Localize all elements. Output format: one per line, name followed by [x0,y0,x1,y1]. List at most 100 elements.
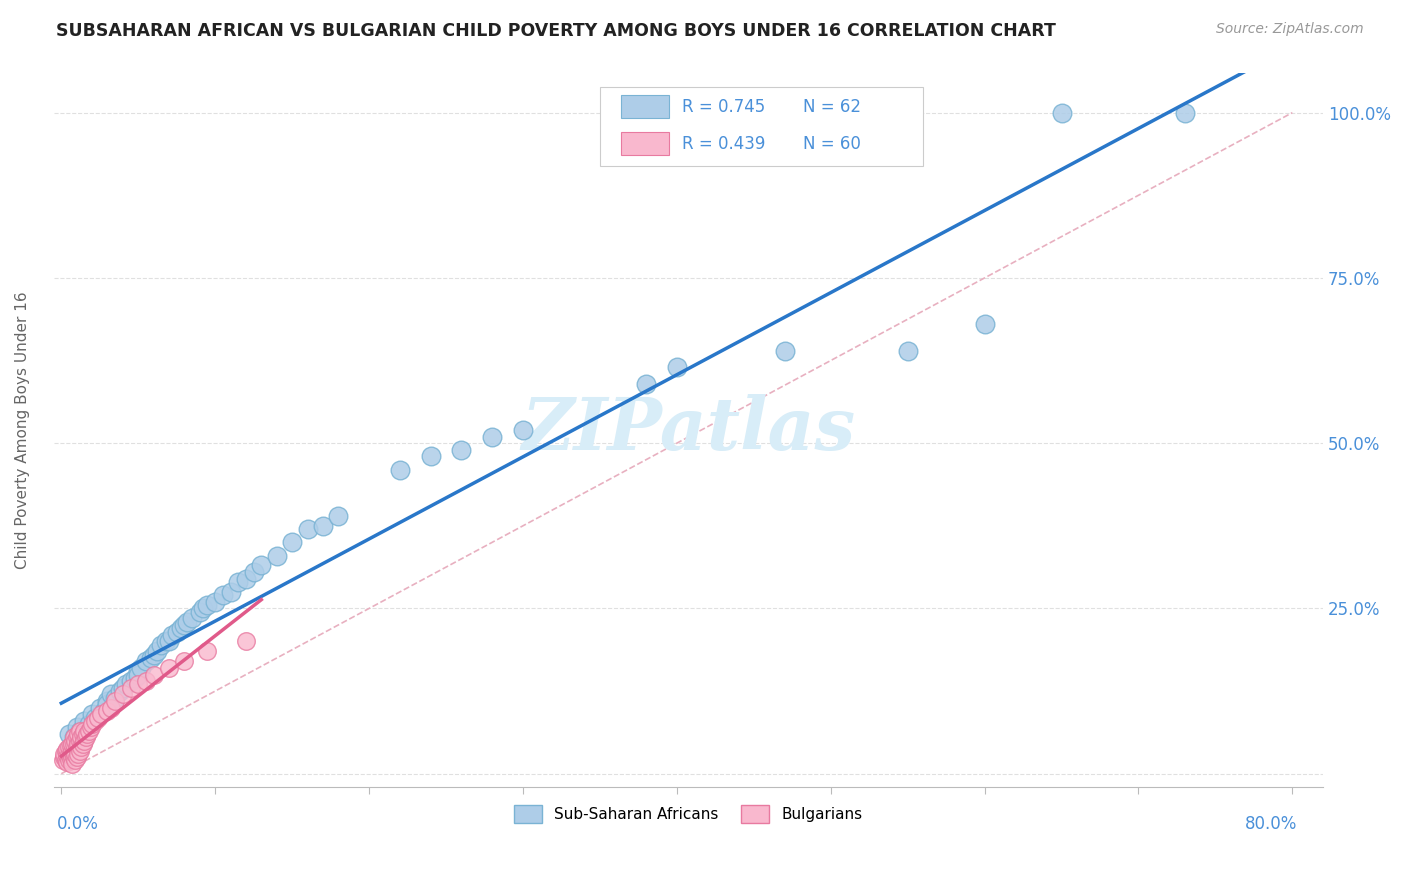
Point [52,754,75,768]
Text: SUBSAHARAN AFRICAN VS BULGARIAN CHILD POVERTY AMONG BOYS UNDER 16 CORRELATION CH: SUBSAHARAN AFRICAN VS BULGARIAN CHILD PO… [56,22,1056,40]
FancyBboxPatch shape [599,87,924,166]
Point [157,634,180,648]
Point [63,747,86,761]
Point [76,727,98,741]
Point [60,737,83,751]
Point [297,522,319,536]
Point [67,737,90,751]
Point [70,731,93,745]
Point [173,654,195,668]
Point [897,343,920,358]
Point [59,752,82,766]
Point [281,535,304,549]
Point [160,628,183,642]
Point [59,746,82,760]
Point [96,698,118,712]
Text: Source: ZipAtlas.com: Source: ZipAtlas.com [1216,22,1364,37]
Point [55,743,77,757]
Point [973,317,995,331]
Point [77,723,100,738]
Point [150,638,173,652]
Point [93,704,115,718]
Point [53,747,76,761]
Point [242,565,264,579]
Point [89,700,111,714]
Point [66,731,89,745]
Point [312,518,335,533]
Point [388,462,411,476]
Point [512,423,534,437]
Point [155,634,177,648]
Point [80,707,103,722]
Point [181,611,204,625]
Point [1174,105,1197,120]
Point [665,360,688,375]
Point [73,723,96,738]
FancyBboxPatch shape [621,95,669,118]
Point [75,731,97,745]
Point [100,687,122,701]
Point [636,376,658,391]
Point [226,574,249,589]
Point [104,690,127,705]
Point [58,754,80,768]
Point [62,731,84,745]
Point [773,343,796,358]
Point [56,741,79,756]
Point [60,750,83,764]
Text: ZIPatlas: ZIPatlas [522,394,855,466]
Text: N = 60: N = 60 [803,135,860,153]
Point [90,707,112,722]
Point [73,714,96,728]
Text: 80.0%: 80.0% [1244,815,1296,833]
Point [69,723,91,738]
Point [108,684,131,698]
Point [69,723,91,738]
Text: R = 0.745: R = 0.745 [682,97,765,116]
Point [127,677,149,691]
Point [120,681,142,695]
Point [63,754,86,768]
Point [84,710,107,724]
Point [62,731,84,745]
Point [135,674,157,689]
Point [84,714,107,728]
Point [66,750,89,764]
Point [67,727,90,741]
Point [139,651,162,665]
Point [79,721,101,735]
Point [235,634,257,648]
Point [157,661,180,675]
Point [96,694,118,708]
Point [250,558,273,573]
Point [266,549,288,563]
Point [58,747,80,761]
Text: R = 0.439: R = 0.439 [682,135,765,153]
Point [104,694,127,708]
Point [419,450,441,464]
Point [72,737,94,751]
Point [62,750,84,764]
Point [62,743,84,757]
Point [170,621,193,635]
Point [204,595,226,609]
Point [77,717,100,731]
Point [60,743,83,757]
Point [62,737,84,751]
Point [56,748,79,763]
Point [176,615,198,629]
Point [56,755,79,769]
Point [142,667,165,681]
Point [55,754,77,768]
Y-axis label: Child Poverty Among Boys Under 16: Child Poverty Among Boys Under 16 [15,291,30,569]
Point [120,674,142,689]
Point [67,747,90,761]
Point [188,605,211,619]
Point [80,717,103,731]
Point [100,700,122,714]
Point [66,740,89,755]
Legend: Sub-Saharan Africans, Bulgarians: Sub-Saharan Africans, Bulgarians [509,798,869,830]
Point [191,601,214,615]
Point [58,740,80,755]
Point [69,743,91,757]
